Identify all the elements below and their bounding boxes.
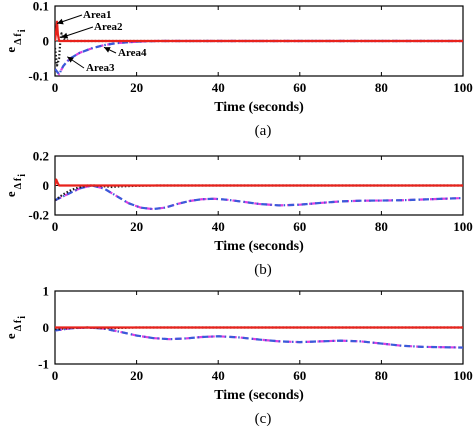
- x-tick-label: 40: [212, 80, 225, 95]
- y-axis-label: e Δ fi: [3, 316, 28, 339]
- series-line-area2: [55, 32, 463, 67]
- y-tick-label: -0.2: [28, 208, 49, 223]
- x-tick-label: 80: [375, 80, 388, 95]
- annotation-arrowhead: [57, 18, 64, 25]
- y-tick-label: 0.1: [33, 0, 49, 14]
- y-tick-label: -1: [38, 357, 49, 372]
- x-axis-label: Time (seconds): [214, 388, 304, 403]
- subplot-caption: (c): [255, 411, 272, 427]
- x-tick-label: 40: [212, 368, 225, 383]
- x-tick-label: 60: [293, 80, 306, 95]
- y-tick-label: -0.1: [28, 69, 49, 84]
- annotation-arrowhead: [103, 47, 111, 53]
- y-axis-label: e Δ fi: [3, 29, 28, 52]
- y-tick-label: 0: [43, 34, 50, 49]
- x-tick-label: 0: [52, 219, 59, 234]
- annotation-label: Area3: [86, 62, 115, 74]
- series-line-area1: [55, 178, 463, 187]
- x-axis-label: Time (seconds): [214, 239, 304, 254]
- x-tick-label: 100: [453, 219, 473, 234]
- y-tick-label: 0: [43, 320, 50, 335]
- y-axis-label-subsub: i: [17, 174, 28, 177]
- y-axis-label-sub: Δ f: [13, 177, 24, 189]
- series-line-area4: [55, 184, 463, 211]
- series-line-area4: [55, 39, 463, 76]
- y-axis-label-main: e: [3, 333, 18, 339]
- x-tick-label: 60: [293, 368, 306, 383]
- annotation-label: Area4: [118, 47, 147, 59]
- x-tick-label: 0: [52, 80, 59, 95]
- series-line-area2: [55, 184, 463, 202]
- y-axis-label-subsub: i: [17, 316, 28, 319]
- series-line-area1: [55, 20, 463, 43]
- series-line-area3: [55, 326, 463, 349]
- y-axis-label-sub: Δ f: [13, 319, 24, 331]
- x-tick-label: 20: [130, 80, 143, 95]
- x-tick-label: 80: [375, 219, 388, 234]
- x-tick-label: 40: [212, 219, 225, 234]
- y-axis-label: e Δ fi: [3, 174, 28, 197]
- y-axis-label-subsub: i: [17, 29, 28, 32]
- y-tick-label: 0: [43, 178, 50, 193]
- series-line-area4: [55, 326, 463, 349]
- annotation-label: Area1: [83, 9, 112, 21]
- x-tick-label: 100: [453, 80, 473, 95]
- subplot-caption: (b): [254, 262, 272, 278]
- series-line-area3: [55, 39, 463, 76]
- x-tick-label: 60: [293, 219, 306, 234]
- y-tick-label: 1: [43, 284, 50, 299]
- series-line-area3: [55, 184, 463, 211]
- x-tick-label: 20: [130, 219, 143, 234]
- x-tick-label: 0: [52, 368, 59, 383]
- annotation-arrowhead: [67, 56, 74, 63]
- y-axis-label-main: e: [3, 47, 18, 53]
- y-axis-label-sub: Δ f: [13, 33, 24, 45]
- y-axis-label-main: e: [3, 191, 18, 197]
- x-tick-label: 100: [453, 368, 473, 383]
- x-tick-label: 20: [130, 368, 143, 383]
- x-tick-label: 80: [375, 368, 388, 383]
- y-tick-label: 0.2: [33, 149, 49, 164]
- x-axis-label: Time (seconds): [214, 100, 304, 115]
- annotation-arrowhead: [61, 32, 69, 39]
- annotation-label: Area2: [94, 21, 123, 33]
- subplot-caption: (a): [255, 123, 272, 139]
